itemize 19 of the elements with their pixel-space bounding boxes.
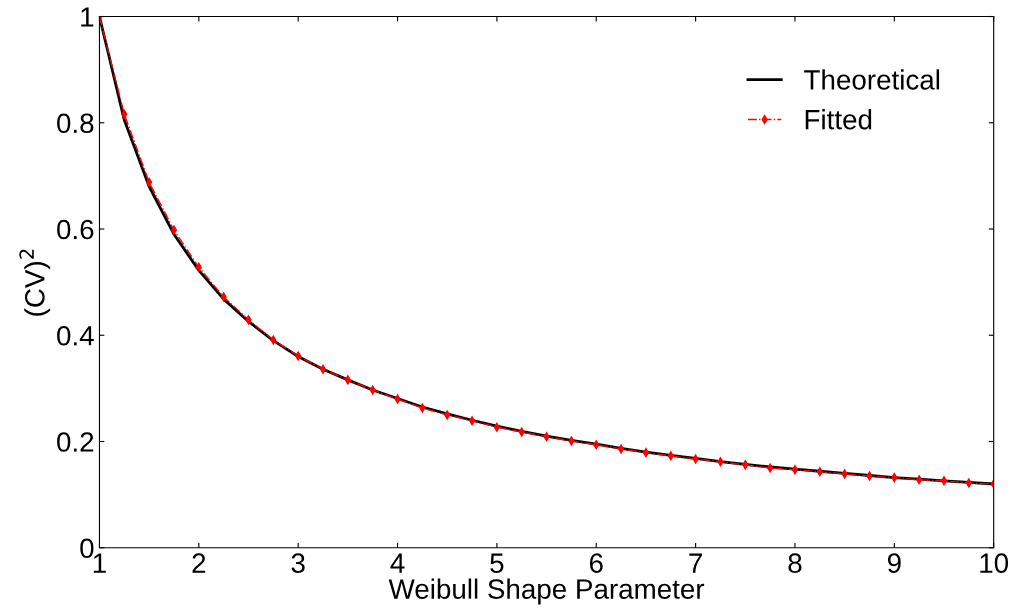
y-axis-title: (CV)$^{2}$ [19, 249, 51, 316]
x-tick-label: 3 [291, 553, 305, 573]
x-tick-label: 4 [390, 553, 405, 573]
x-tick-label: 2 [192, 553, 206, 573]
legend-label: Theoretical [804, 69, 940, 90]
y-tick-label: 0 [80, 538, 94, 559]
x-tick-label: 6 [589, 553, 603, 573]
x-tick-label: 5 [490, 553, 504, 573]
x-tick-label: 9 [887, 553, 901, 573]
y-tick-label: 0.6 [57, 219, 94, 240]
y-tick-label: 0.2 [57, 432, 94, 452]
x-tick-label: 7 [689, 553, 702, 573]
y-tick-label: 0.8 [57, 113, 94, 134]
x-tick-label: 10 [980, 553, 1009, 573]
y-tick-label: 1 [81, 7, 94, 27]
y-tick-label: 0.4 [57, 325, 94, 346]
x-axis-title: Weibull Shape Parameter [388, 578, 705, 605]
legend-label: Fitted [805, 109, 872, 130]
x-tick-label: 8 [788, 553, 802, 573]
